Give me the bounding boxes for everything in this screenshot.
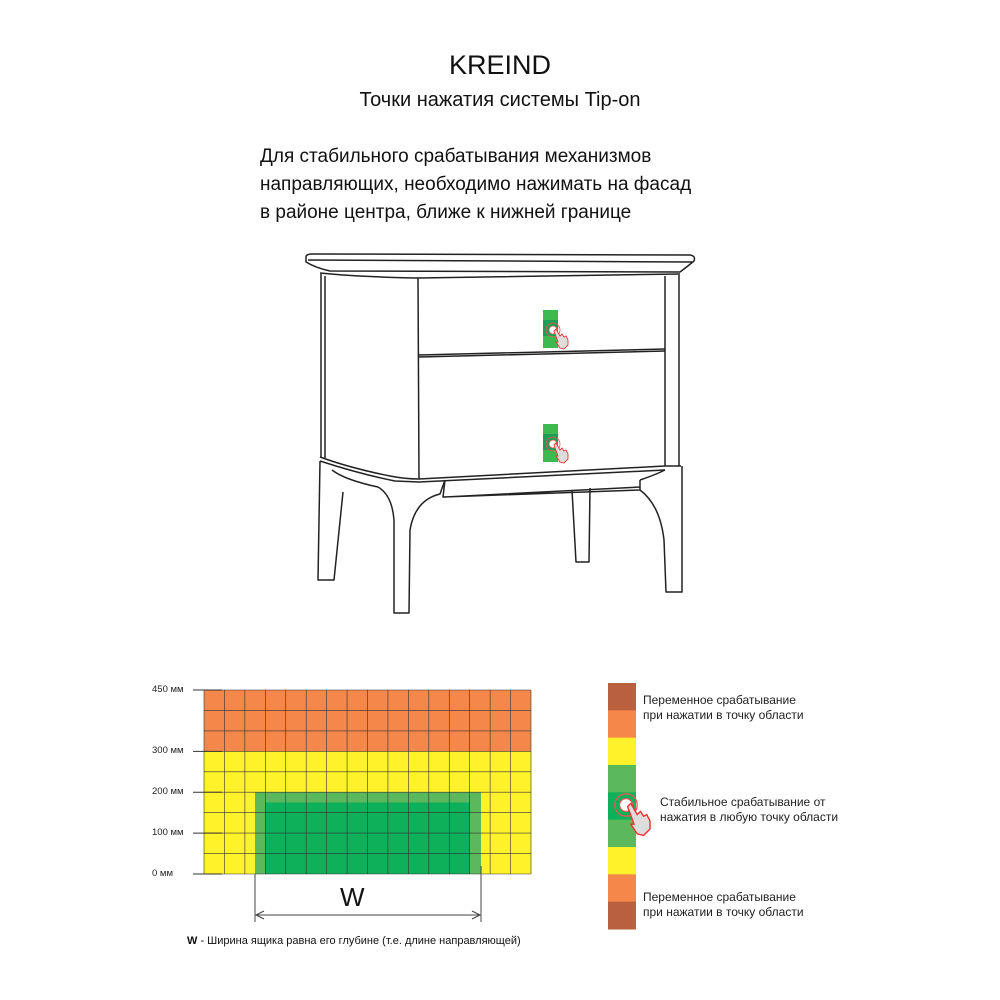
legend-text: при нажатии в точку области xyxy=(643,905,804,919)
legend-swatch xyxy=(608,765,636,793)
y-tick-label: 300 мм xyxy=(152,745,184,757)
legend-text: Стабильное срабатывание от xyxy=(660,795,826,809)
y-tick-label: 200 мм xyxy=(152,786,184,798)
legend-swatch xyxy=(608,683,636,711)
instruction-line: направляющих, необходимо нажимать на фас… xyxy=(260,174,692,195)
legend-text: нажатия в любую точку области xyxy=(660,810,839,824)
footnote-key: W xyxy=(187,935,198,947)
plinth xyxy=(319,456,681,483)
legend-swatch xyxy=(608,847,636,875)
legend-item-stable: Стабильное срабатывание от нажатия в люб… xyxy=(660,795,838,825)
press-marker-top xyxy=(543,310,569,350)
press-marker-bottom xyxy=(543,424,569,464)
legend-swatch xyxy=(608,901,636,930)
footnote: W - Ширина ящика равна его глубине (т.е.… xyxy=(187,935,521,947)
legend-text: Переменное срабатывание xyxy=(643,890,796,904)
top-underside xyxy=(319,272,681,279)
page-title: KREIND xyxy=(448,50,551,80)
press-zone-grid xyxy=(203,689,532,875)
right-post xyxy=(664,275,680,466)
legend-text: Переменное срабатывание xyxy=(643,693,796,707)
legend-color-bar xyxy=(608,683,636,930)
y-tick-label: 0 мм xyxy=(152,868,173,879)
drawer-divider xyxy=(418,348,666,358)
y-tick-label: 100 мм xyxy=(152,827,184,839)
legend-swatch xyxy=(608,710,636,739)
legend-swatch xyxy=(608,874,636,903)
width-label: W xyxy=(340,882,365,912)
y-tick-label: 450 мм xyxy=(152,684,184,695)
front-middle-leg xyxy=(377,479,446,614)
legend-item-variable-bottom: Переменное срабатывание при нажатии в то… xyxy=(643,890,804,920)
back-leg xyxy=(571,487,591,563)
front-right-leg xyxy=(639,466,683,593)
width-dimension xyxy=(254,866,482,922)
legend-swatch xyxy=(608,737,636,766)
legend-text: при нажатии в точку области xyxy=(643,708,804,722)
instruction-line: в районе центра, ближе к нижней границе xyxy=(260,202,632,223)
tabletop xyxy=(305,253,696,273)
instruction-line: Для стабильного срабатывания механизмов xyxy=(260,146,652,167)
footnote-text: - Ширина ящика равна его глубине (т.е. д… xyxy=(197,935,521,947)
instruction-text: Для стабильного срабатывания механизмов … xyxy=(260,143,691,227)
legend-item-variable-top: Переменное срабатывание при нажатии в то… xyxy=(643,693,804,723)
side-panel xyxy=(320,274,326,458)
page-subtitle: Точки нажатия системы Tip-on xyxy=(359,89,641,111)
front-left-leg xyxy=(317,460,379,581)
bedside-table-drawing xyxy=(305,253,696,614)
y-axis xyxy=(193,689,222,875)
